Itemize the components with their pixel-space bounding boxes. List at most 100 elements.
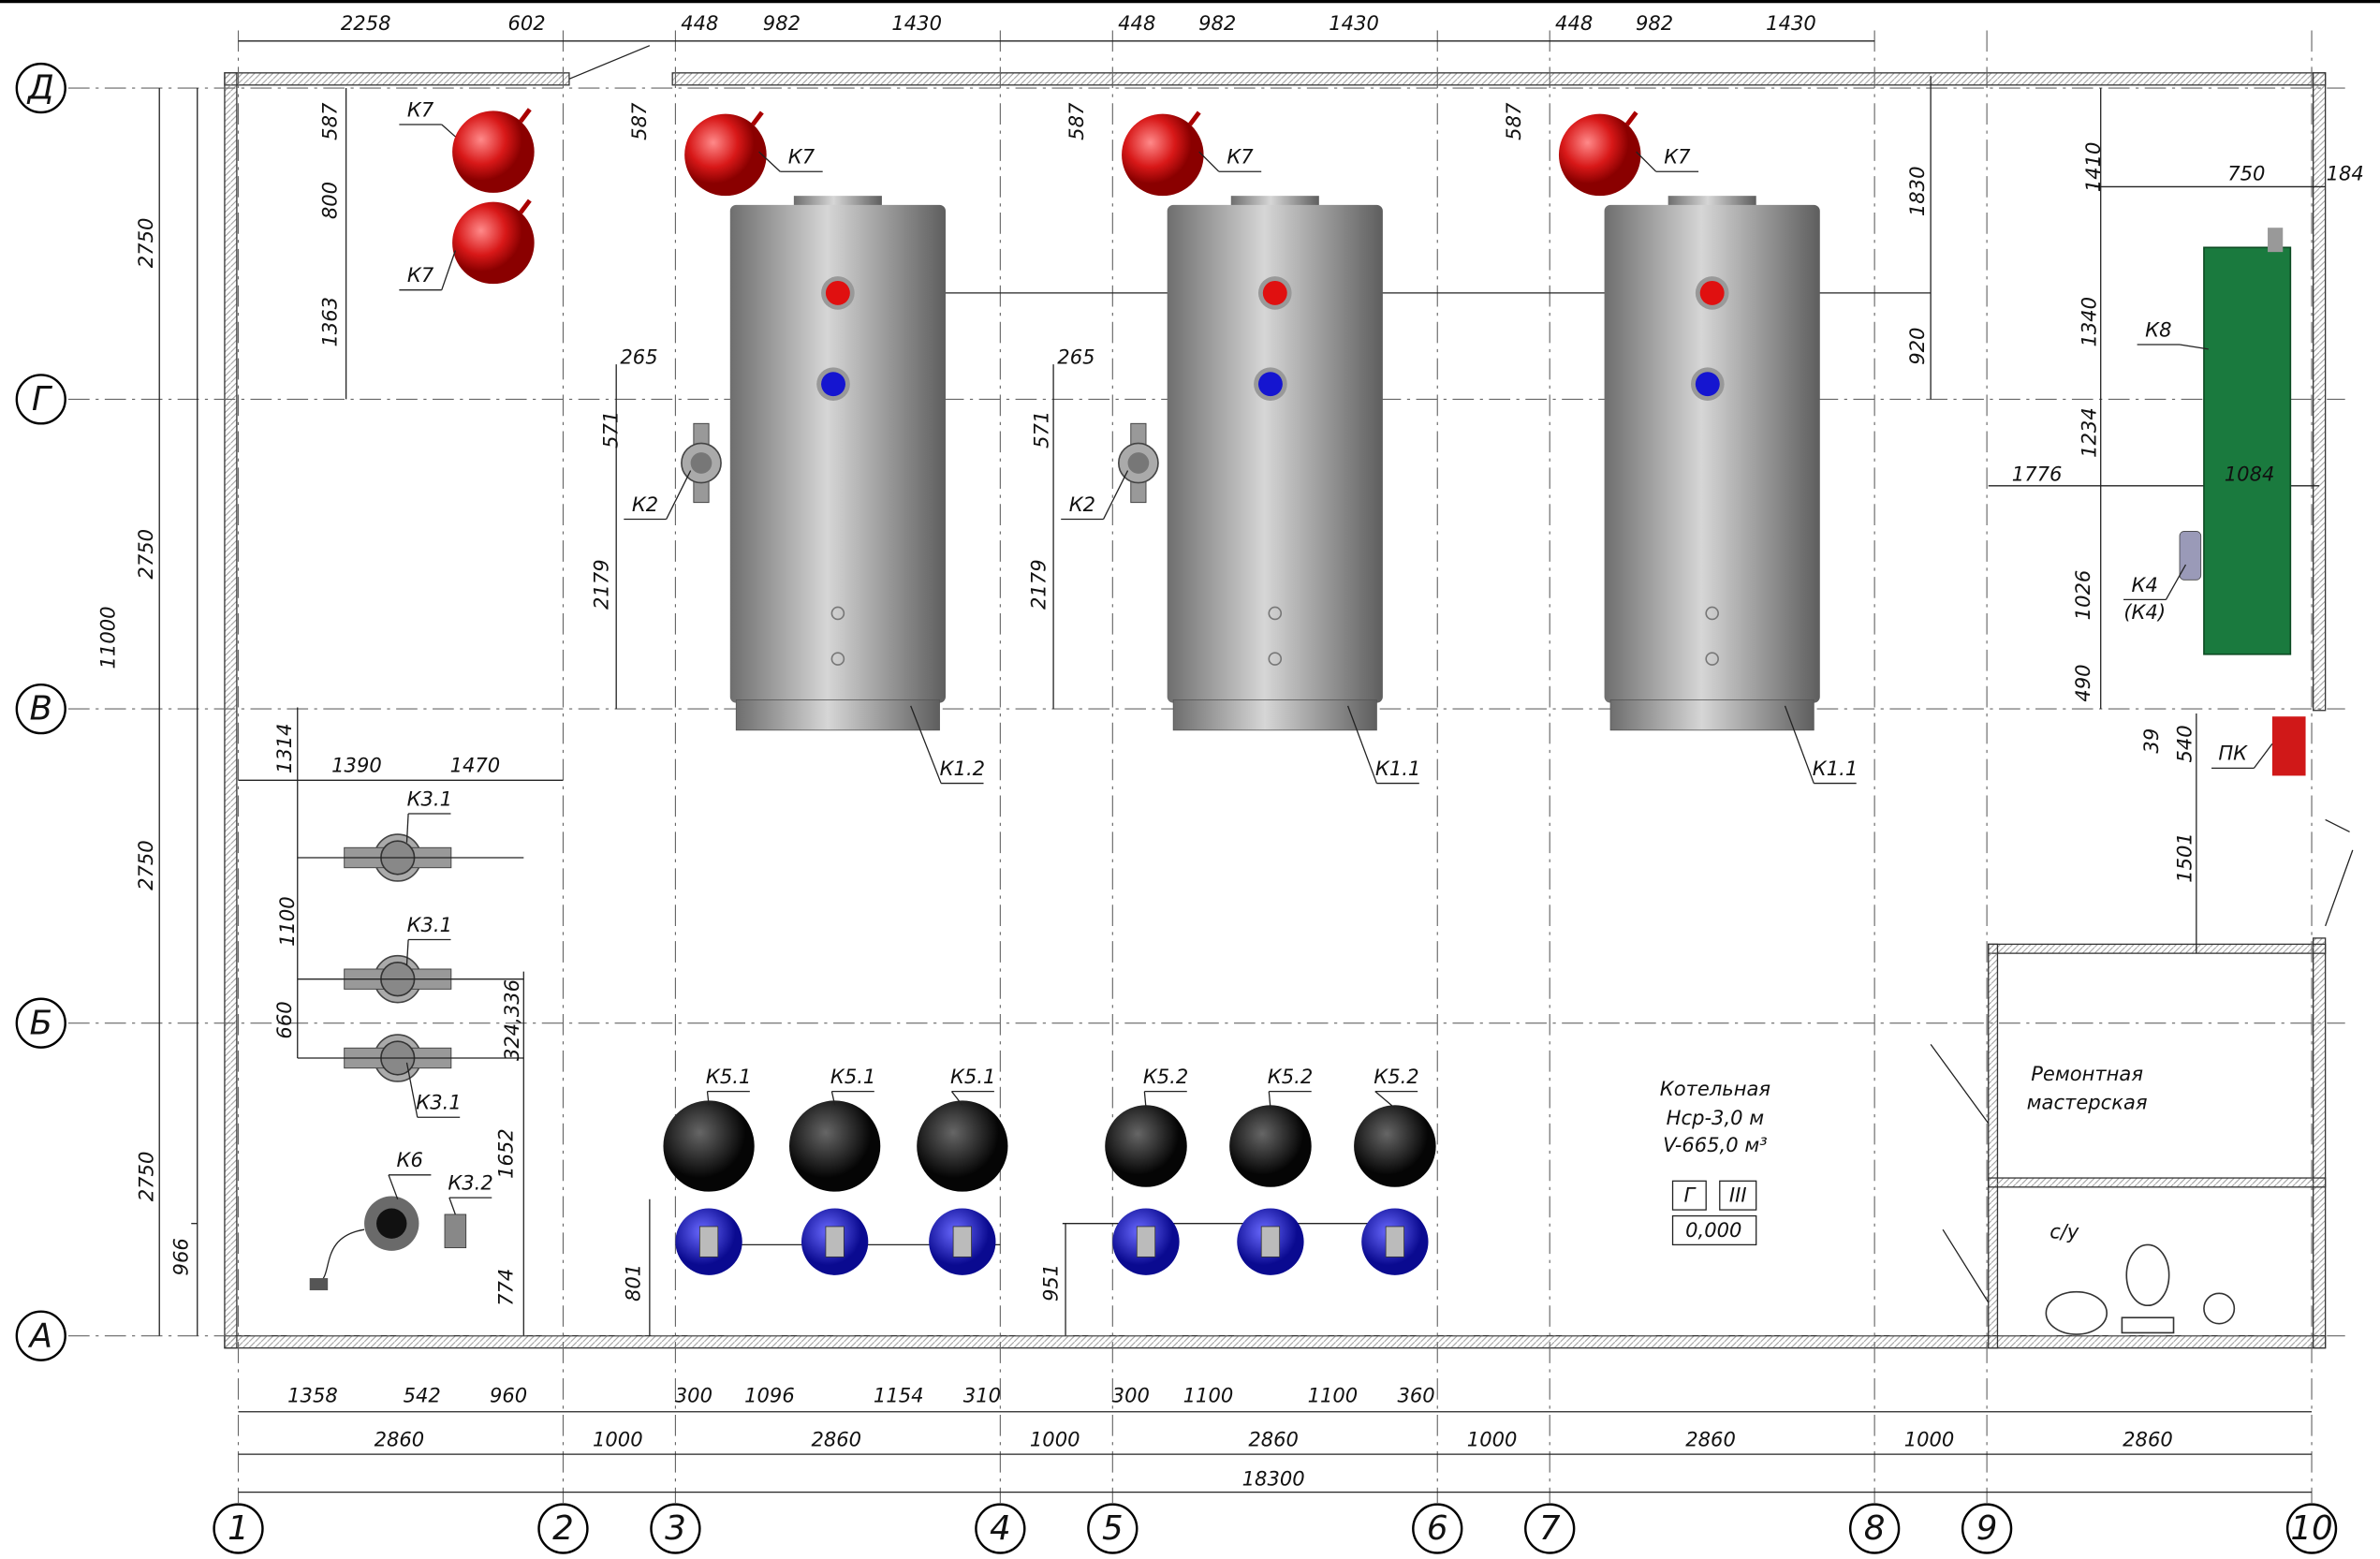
axis-bubble	[1961, 1503, 2013, 1554]
dimension: 1000	[1904, 1428, 1955, 1451]
valve-head	[825, 1226, 845, 1257]
axis-bubble	[15, 997, 66, 1049]
dimension: 265	[1057, 346, 1095, 369]
valve-head	[698, 1226, 719, 1257]
dimension: 300	[675, 1384, 713, 1407]
tank	[1604, 204, 1820, 703]
room-volume: V-665,0 м³	[1663, 1133, 1768, 1156]
dimension: 324,336	[500, 979, 523, 1061]
axis-bubble	[213, 1503, 264, 1554]
dimension: 2750	[134, 218, 157, 269]
axis-letter: В	[30, 690, 52, 728]
axis-bubble	[1087, 1503, 1139, 1554]
dimension: 1084	[2225, 462, 2275, 485]
dimension: 1100	[1183, 1384, 1234, 1407]
dimension: 1430	[1766, 11, 1816, 35]
nozzle-cold	[1695, 372, 1720, 397]
nozzle-cold	[821, 372, 845, 397]
leader	[1636, 151, 1657, 172]
dimension: 750	[2227, 161, 2265, 184]
equipment-label: К3.1	[407, 913, 452, 936]
nozzle-cold	[1257, 372, 1283, 397]
dimension: 920	[1905, 328, 1929, 365]
axis-bubble	[1412, 1503, 1463, 1554]
leader	[405, 939, 409, 966]
equipment-label: К4	[2132, 573, 2158, 596]
dimension: 2258	[341, 11, 391, 35]
dimension: 960	[490, 1384, 527, 1407]
leader	[950, 1091, 963, 1106]
equipment-label: К1.1	[1375, 757, 1420, 780]
dimension: 2750	[134, 529, 157, 580]
dimension: 1100	[275, 896, 299, 947]
nozzle-hot	[1699, 280, 1725, 305]
dimension: 2860	[1248, 1428, 1299, 1451]
dimension: 265	[620, 346, 657, 369]
pump	[690, 452, 713, 474]
axis-letter: Б	[30, 1004, 52, 1042]
dimension: 2860	[811, 1428, 861, 1451]
dimension: 571	[598, 411, 622, 449]
dimension: 1000	[1030, 1428, 1080, 1451]
port	[830, 652, 845, 666]
dimension: 360	[1397, 1384, 1434, 1407]
k32	[444, 1213, 467, 1249]
tank-base	[735, 699, 940, 731]
leader	[910, 705, 942, 784]
dimension: 982	[1198, 11, 1236, 35]
dimension: 587	[1065, 102, 1088, 140]
dimension: 1776	[2012, 462, 2063, 485]
dimension: 1410	[2081, 142, 2105, 193]
axis-bubble	[15, 1310, 66, 1361]
equipment-label: К7	[1227, 145, 1254, 169]
dimension: 448	[1555, 11, 1593, 35]
leader	[405, 813, 409, 843]
axis-number: 10	[2290, 1509, 2332, 1548]
dimension: 982	[763, 11, 801, 35]
vessel-cap	[519, 108, 532, 124]
tank-base	[1172, 699, 1377, 731]
filter-tank	[1229, 1105, 1312, 1187]
dimension: 1234	[2077, 407, 2100, 458]
dimension: 1314	[272, 723, 296, 773]
tank	[729, 204, 946, 703]
vessel	[452, 110, 535, 193]
dimension: 800	[317, 182, 341, 219]
sink	[2045, 1290, 2108, 1335]
equipment-label: К5.1	[950, 1065, 995, 1088]
toilet	[2125, 1243, 2170, 1307]
equipment-label: К7	[407, 97, 434, 121]
dimension: 448	[681, 11, 718, 35]
filter-tank	[663, 1100, 755, 1192]
dimension: 1652	[493, 1128, 517, 1179]
dimension: 448	[1118, 11, 1155, 35]
dimension: 1096	[744, 1384, 795, 1407]
dimension: 1390	[331, 754, 382, 777]
tank-base	[1609, 699, 1814, 731]
stamp-box	[1719, 1180, 1757, 1211]
leader	[706, 1091, 710, 1106]
axis-bubble	[15, 62, 66, 114]
leader	[1374, 1091, 1396, 1109]
room-name: с/у	[2049, 1219, 2079, 1243]
dimension: 2860	[375, 1428, 425, 1451]
axis-number: 5	[1102, 1509, 1124, 1548]
room-fire-class: III	[1729, 1184, 1747, 1207]
vessel	[1122, 113, 1204, 197]
filter-tank	[1105, 1105, 1187, 1187]
filter-tank	[789, 1100, 881, 1192]
dimension: 300	[1112, 1384, 1150, 1407]
dimension: 2179	[1027, 559, 1050, 610]
axis-number: 6	[1427, 1509, 1448, 1548]
vessel-cap	[751, 110, 764, 126]
equipment-label: К5.2	[1143, 1065, 1188, 1088]
dimension: 2860	[1685, 1428, 1736, 1451]
valve-head	[1136, 1226, 1156, 1257]
dimension: 2860	[2123, 1428, 2173, 1451]
pump	[1127, 452, 1150, 474]
equipment-label: К3.1	[416, 1091, 461, 1114]
axis-number: 3	[665, 1509, 686, 1548]
k8	[2203, 246, 2292, 655]
leader	[388, 1174, 399, 1199]
